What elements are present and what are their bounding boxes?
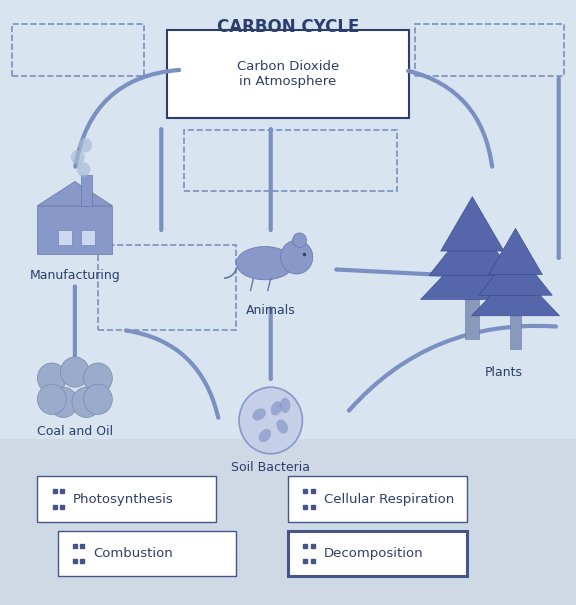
Circle shape	[84, 363, 112, 393]
FancyArrowPatch shape	[408, 71, 492, 166]
Circle shape	[77, 162, 90, 177]
Polygon shape	[420, 245, 524, 299]
Text: Coal and Oil: Coal and Oil	[37, 425, 113, 437]
Circle shape	[71, 150, 85, 165]
FancyArrowPatch shape	[349, 326, 556, 410]
FancyBboxPatch shape	[0, 0, 576, 439]
Text: Animals: Animals	[246, 304, 295, 316]
Circle shape	[60, 357, 89, 387]
Polygon shape	[479, 249, 552, 295]
FancyArrowPatch shape	[225, 269, 237, 278]
Text: Soil Bacteria: Soil Bacteria	[231, 461, 310, 474]
Polygon shape	[429, 221, 516, 275]
Circle shape	[293, 233, 306, 247]
FancyBboxPatch shape	[58, 230, 72, 245]
Text: Carbon Dioxide
in Atmosphere: Carbon Dioxide in Atmosphere	[237, 60, 339, 88]
FancyBboxPatch shape	[58, 531, 236, 576]
Text: Manufacturing: Manufacturing	[29, 269, 120, 282]
Ellipse shape	[259, 429, 271, 442]
FancyBboxPatch shape	[288, 531, 467, 576]
Ellipse shape	[271, 401, 282, 416]
Ellipse shape	[236, 247, 294, 280]
Bar	[98, 245, 236, 330]
FancyBboxPatch shape	[167, 30, 409, 118]
Text: CARBON CYCLE: CARBON CYCLE	[217, 18, 359, 36]
FancyArrowPatch shape	[126, 330, 218, 418]
Circle shape	[84, 384, 112, 414]
FancyBboxPatch shape	[288, 477, 467, 522]
Circle shape	[72, 387, 101, 417]
Text: Cellular Respiration: Cellular Respiration	[324, 492, 454, 506]
Circle shape	[49, 387, 78, 417]
Circle shape	[78, 138, 92, 152]
FancyBboxPatch shape	[465, 299, 479, 339]
Bar	[184, 130, 397, 191]
Text: Combustion: Combustion	[93, 547, 173, 560]
Text: Plants: Plants	[485, 366, 523, 379]
Circle shape	[281, 240, 313, 274]
FancyBboxPatch shape	[37, 477, 216, 522]
Polygon shape	[37, 182, 112, 206]
Circle shape	[37, 363, 66, 393]
Circle shape	[37, 384, 66, 414]
Bar	[12, 24, 144, 76]
Ellipse shape	[252, 408, 266, 420]
FancyArrowPatch shape	[336, 269, 446, 275]
Text: Photosynthesis: Photosynthesis	[73, 492, 174, 506]
Polygon shape	[488, 228, 543, 275]
FancyBboxPatch shape	[510, 316, 521, 349]
Polygon shape	[471, 270, 560, 316]
Ellipse shape	[280, 398, 290, 413]
Bar	[415, 24, 564, 76]
FancyArrowPatch shape	[75, 70, 179, 166]
Text: Decomposition: Decomposition	[324, 547, 423, 560]
FancyBboxPatch shape	[81, 230, 95, 245]
Polygon shape	[441, 197, 504, 251]
FancyBboxPatch shape	[37, 206, 112, 254]
FancyBboxPatch shape	[0, 439, 576, 605]
FancyBboxPatch shape	[81, 175, 92, 206]
Ellipse shape	[276, 419, 288, 434]
Circle shape	[239, 387, 302, 454]
